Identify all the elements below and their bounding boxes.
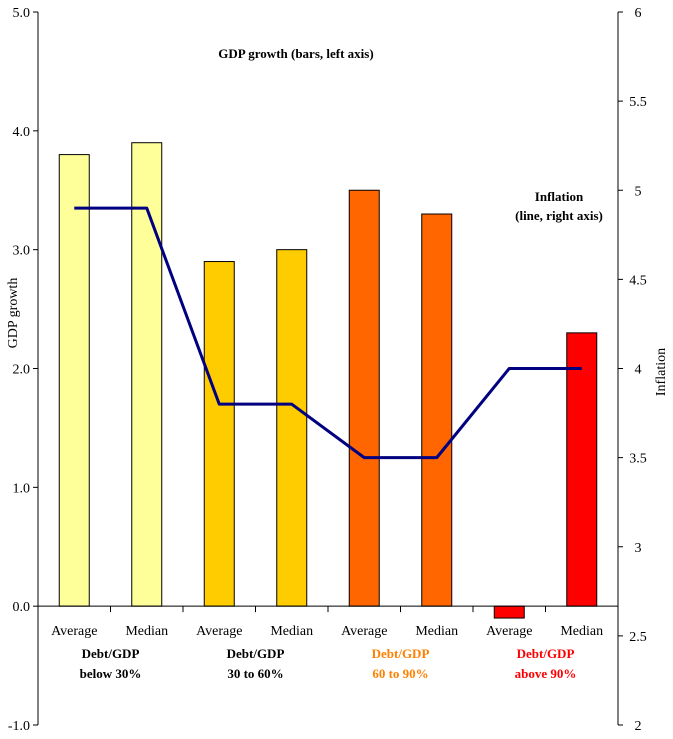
- y2-tick-label-0: 6: [635, 6, 642, 21]
- y-tick-label-0: 5.0: [13, 6, 31, 21]
- group-label-line2-3: above 90%: [515, 666, 577, 681]
- y-tick-label-3: 2.0: [13, 363, 31, 378]
- y2-tick-label-6: 3: [635, 541, 642, 556]
- y-tick-label-6: -1.0: [8, 719, 30, 734]
- y2-tick-label-8: 2: [635, 719, 642, 734]
- group-label-line1-2: Debt/GDP: [372, 646, 430, 661]
- y-tick-label-5: 0.0: [13, 600, 31, 615]
- bar-7: [566, 332, 598, 607]
- y-axis-label: GDP growth: [6, 278, 21, 349]
- group-label-line1-0: Debt/GDP: [82, 646, 140, 661]
- y-tick-label-2: 3.0: [13, 244, 31, 259]
- group-label-line2-2: 60 to 90%: [372, 666, 428, 681]
- y-tick-label-1: 4.0: [13, 125, 31, 140]
- bar-3: [276, 249, 308, 607]
- line-annotation-line1: Inflation: [535, 189, 584, 204]
- y2-tick-label-1: 5.5: [629, 95, 647, 110]
- line-layer: [74, 206, 582, 460]
- group-label-line1-3: Debt/GDP: [517, 646, 575, 661]
- bar-1: [131, 142, 163, 607]
- category-label-5: Median: [415, 624, 458, 639]
- bars-annotation: GDP growth (bars, left axis): [218, 46, 373, 61]
- category-label-7: Median: [560, 624, 603, 639]
- category-label-3: Median: [270, 624, 313, 639]
- y-tick-label-4: 1.0: [13, 481, 31, 496]
- group-label-line1-1: Debt/GDP: [227, 646, 285, 661]
- labels-layer: 5.0 4.0 3.0 2.0 1.0 0.0 -1.0 6 5.5 5 4.5 4 3.5 3 2.5 2 A…: [8, 6, 647, 734]
- y2-tick-label-2: 5: [635, 184, 642, 199]
- line-annotation-line2: (line, right axis): [515, 208, 603, 223]
- y2-tick-label-3: 4.5: [629, 273, 647, 288]
- bar-0: [58, 154, 90, 607]
- y2-tick-label-5: 3.5: [629, 452, 647, 467]
- bars-layer: [58, 142, 598, 619]
- category-label-2: Average: [196, 624, 242, 639]
- category-label-6: Average: [486, 624, 532, 639]
- category-label-1: Median: [125, 624, 168, 639]
- category-label-0: Average: [51, 624, 97, 639]
- axes-layer: [33, 11, 623, 726]
- inflation-line: [74, 206, 582, 460]
- bar-6: [493, 605, 525, 619]
- group-label-line2-1: 30 to 60%: [227, 666, 283, 681]
- y2-tick-label-7: 2.5: [629, 630, 647, 645]
- group-label-line2-0: below 30%: [80, 666, 142, 681]
- y2-axis-label: Inflation: [654, 348, 669, 396]
- y2-tick-label-4: 4: [635, 363, 642, 378]
- bar-5: [421, 213, 453, 607]
- category-label-4: Average: [341, 624, 387, 639]
- bar-2: [203, 261, 235, 607]
- bar-4: [348, 189, 380, 607]
